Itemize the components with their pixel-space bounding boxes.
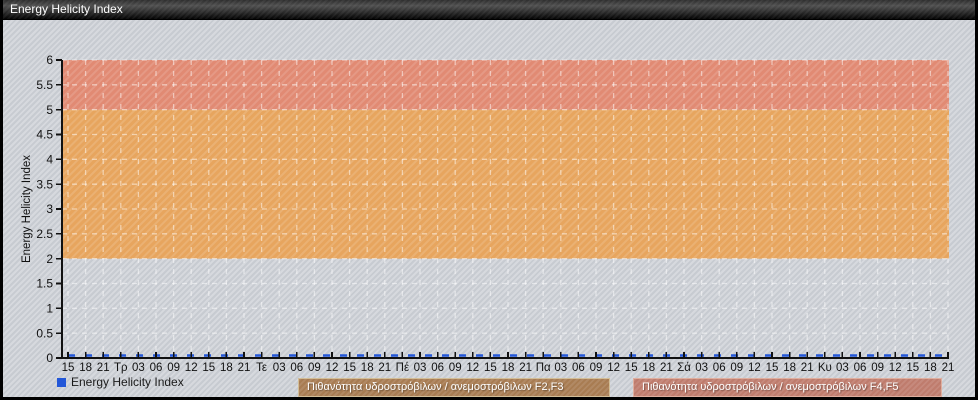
svg-text:2.5: 2.5	[36, 227, 53, 241]
svg-text:03: 03	[414, 362, 427, 374]
legend-marker-icon	[57, 377, 66, 387]
svg-text:09: 09	[167, 362, 180, 374]
legend: Energy Helicity Index	[57, 375, 184, 389]
window-title: Energy Helicity Index	[10, 2, 123, 16]
svg-text:06: 06	[290, 362, 303, 374]
chart-canvas: 0 0.5 1 1.5 2 2.5 3 3.5 4 4.5 5 5.5 6 15 18 21 Τρ 03 06 09 1…	[3, 0, 975, 397]
svg-text:12: 12	[607, 362, 620, 374]
svg-text:15: 15	[343, 362, 356, 374]
svg-text:21: 21	[378, 362, 391, 374]
svg-text:03: 03	[132, 362, 145, 374]
svg-text:12: 12	[326, 362, 339, 374]
svg-text:15: 15	[906, 362, 919, 374]
svg-text:18: 18	[924, 362, 937, 374]
svg-text:1: 1	[46, 302, 53, 316]
svg-text:21: 21	[97, 362, 110, 374]
band-label-f2f3: Πιθανότητα υδροστρόβιλων / ανεμοστρόβιλω…	[298, 378, 610, 397]
svg-text:18: 18	[502, 362, 515, 374]
svg-text:03: 03	[695, 362, 708, 374]
svg-text:21: 21	[660, 362, 673, 374]
svg-text:Κυ: Κυ	[818, 362, 832, 374]
svg-text:06: 06	[854, 362, 867, 374]
svg-text:0.5: 0.5	[36, 326, 53, 340]
svg-text:21: 21	[238, 362, 251, 374]
svg-text:21: 21	[942, 362, 955, 374]
svg-text:12: 12	[466, 362, 479, 374]
svg-text:09: 09	[449, 362, 462, 374]
svg-text:18: 18	[361, 362, 374, 374]
svg-text:1.5: 1.5	[36, 277, 53, 291]
svg-text:06: 06	[572, 362, 585, 374]
svg-text:21: 21	[519, 362, 532, 374]
band-label-f4f5: Πιθανότητα υδροστρόβιλων / ανεμοστρόβιλω…	[633, 378, 942, 397]
legend-label: Energy Helicity Index	[71, 375, 184, 389]
svg-text:21: 21	[801, 362, 814, 374]
svg-text:18: 18	[79, 362, 92, 374]
svg-text:15: 15	[62, 362, 75, 374]
svg-text:09: 09	[308, 362, 321, 374]
svg-text:3: 3	[46, 202, 53, 216]
svg-text:15: 15	[766, 362, 779, 374]
svg-text:6: 6	[46, 53, 53, 67]
svg-text:06: 06	[431, 362, 444, 374]
svg-text:Energy Helicity Index: Energy Helicity Index	[21, 155, 33, 263]
svg-text:09: 09	[730, 362, 743, 374]
svg-text:Σά: Σά	[677, 362, 691, 374]
svg-text:Τε: Τε	[256, 362, 267, 374]
svg-text:06: 06	[713, 362, 726, 374]
svg-text:4.5: 4.5	[36, 128, 53, 142]
svg-text:Τρ: Τρ	[114, 362, 128, 374]
band-label-f4f5-text: Πιθανότητα υδροστρόβιλων / ανεμοστρόβιλω…	[642, 381, 899, 393]
svg-text:12: 12	[748, 362, 761, 374]
svg-text:Πα: Πα	[536, 362, 551, 374]
svg-text:4: 4	[46, 153, 53, 167]
svg-text:0: 0	[46, 351, 53, 365]
svg-text:06: 06	[150, 362, 163, 374]
svg-text:5: 5	[46, 103, 53, 117]
svg-text:09: 09	[590, 362, 603, 374]
svg-text:18: 18	[642, 362, 655, 374]
svg-text:Πέ: Πέ	[396, 362, 409, 374]
svg-text:18: 18	[220, 362, 233, 374]
svg-text:12: 12	[889, 362, 902, 374]
svg-text:15: 15	[202, 362, 215, 374]
svg-text:18: 18	[783, 362, 796, 374]
svg-text:2: 2	[46, 252, 53, 266]
svg-text:09: 09	[871, 362, 884, 374]
svg-text:03: 03	[554, 362, 567, 374]
svg-text:5.5: 5.5	[36, 78, 53, 92]
svg-text:3.5: 3.5	[36, 177, 53, 191]
svg-text:15: 15	[625, 362, 638, 374]
svg-text:15: 15	[484, 362, 497, 374]
title-bar: Energy Helicity Index	[3, 0, 975, 20]
svg-text:03: 03	[273, 362, 286, 374]
band-label-f2f3-text: Πιθανότητα υδροστρόβιλων / ανεμοστρόβιλω…	[307, 381, 564, 393]
svg-text:03: 03	[836, 362, 849, 374]
svg-text:12: 12	[185, 362, 198, 374]
